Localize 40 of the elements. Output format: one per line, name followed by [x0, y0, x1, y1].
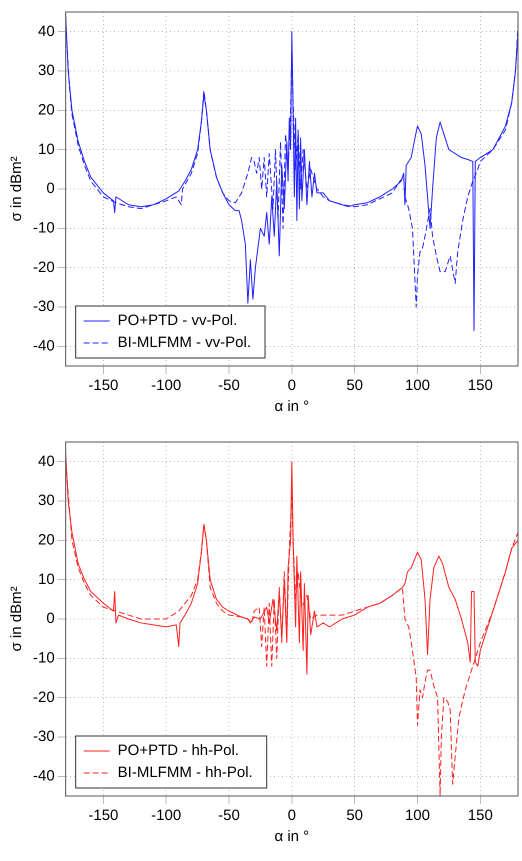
x-tick-label: -100	[151, 807, 182, 824]
y-tick-label: -10	[32, 649, 55, 666]
x-axis-title: α in °	[274, 398, 310, 416]
legend-label: BI-MLFMM - hh-Pol.	[118, 764, 253, 782]
y-tick-label: -40	[32, 337, 55, 354]
y-tick-label: 0	[46, 180, 55, 198]
y-tick-label: 10	[38, 570, 55, 588]
x-tick-label: 50	[346, 807, 364, 824]
x-tick-label: 150	[468, 807, 493, 824]
y-tick-label: -30	[32, 298, 55, 316]
x-tick-label: -50	[218, 377, 240, 394]
x-tick-label: -150	[88, 807, 118, 824]
y-tick-label: 40	[38, 22, 55, 40]
y-tick-label: 0	[46, 610, 55, 628]
y-tick-label: -20	[32, 688, 55, 706]
y-tick-label: 30	[38, 492, 55, 510]
x-tick-label: 100	[404, 377, 430, 394]
y-tick-label: -30	[32, 728, 55, 746]
y-tick-label: 10	[38, 140, 55, 158]
x-tick-label: 0	[288, 807, 296, 824]
legend-label: BI-MLFMM - vv-Pol.	[118, 334, 252, 352]
x-tick-label: -50	[218, 807, 240, 824]
y-axis-title: σ in dBm²	[8, 586, 26, 652]
x-tick-label: -100	[151, 377, 182, 394]
y-tick-label: -40	[32, 767, 55, 784]
x-tick-label: -150	[88, 377, 118, 394]
x-tick-label: 100	[404, 807, 430, 824]
y-tick-label: 20	[38, 101, 55, 118]
y-tick-label: 20	[38, 531, 55, 548]
y-tick-label: 40	[38, 452, 55, 470]
legend-label: PO+PTD - vv-Pol.	[118, 312, 238, 330]
x-tick-label: 50	[346, 377, 364, 394]
y-tick-label: -20	[32, 258, 55, 276]
y-tick-label: 30	[38, 62, 55, 80]
legend-label: PO+PTD - hh-Pol.	[118, 742, 239, 760]
y-tick-label: -10	[32, 219, 55, 236]
x-axis-title: α in °	[274, 828, 310, 846]
x-tick-label: 0	[288, 377, 296, 394]
y-axis-title: σ in dBm²	[8, 156, 26, 222]
x-tick-label: 150	[468, 377, 493, 394]
